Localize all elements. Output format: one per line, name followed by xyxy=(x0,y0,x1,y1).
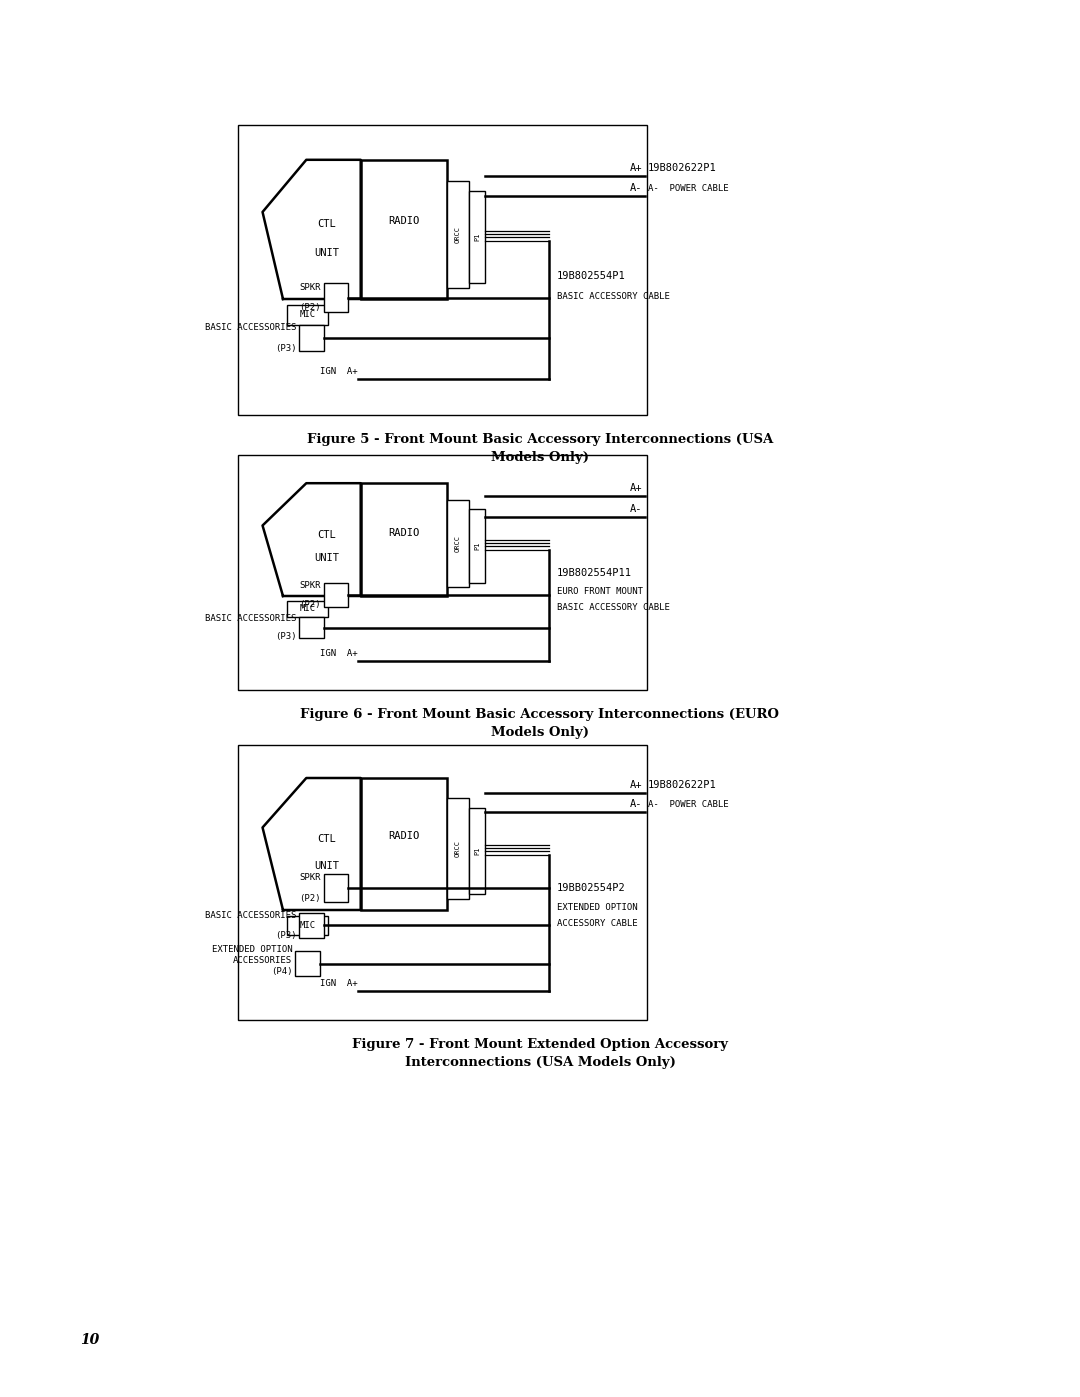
Text: MIC: MIC xyxy=(299,921,315,929)
Text: RADIO: RADIO xyxy=(388,831,419,841)
Text: A+: A+ xyxy=(630,483,642,493)
Text: BASIC ACCESSORIES: BASIC ACCESSORIES xyxy=(205,911,296,919)
Text: BASIC ACCESSORY CABLE: BASIC ACCESSORY CABLE xyxy=(557,604,670,612)
Text: A-: A- xyxy=(630,183,642,193)
Bar xyxy=(324,284,349,312)
Text: (P2): (P2) xyxy=(299,599,321,609)
Text: P1: P1 xyxy=(474,542,481,550)
Text: Figure 5 - Front Mount Basic Accessory Interconnections (USA: Figure 5 - Front Mount Basic Accessory I… xyxy=(307,433,773,446)
Text: MIC: MIC xyxy=(299,310,315,320)
Text: BASIC ACCESSORY CABLE: BASIC ACCESSORY CABLE xyxy=(557,292,670,300)
Text: (P4): (P4) xyxy=(271,967,293,977)
Bar xyxy=(287,601,328,617)
Text: 19B802622P1: 19B802622P1 xyxy=(648,162,717,173)
Text: A+: A+ xyxy=(630,162,642,173)
Bar xyxy=(469,191,485,282)
Bar xyxy=(447,798,469,900)
Text: A-: A- xyxy=(630,504,642,514)
Bar xyxy=(299,617,324,638)
Text: Interconnections (USA Models Only): Interconnections (USA Models Only) xyxy=(405,1056,675,1069)
Bar xyxy=(238,124,647,415)
Text: A-  POWER CABLE: A- POWER CABLE xyxy=(648,800,729,809)
Bar xyxy=(295,951,320,977)
Bar xyxy=(447,500,469,587)
Bar xyxy=(324,583,349,606)
Text: (P3): (P3) xyxy=(274,930,296,940)
Text: RADIO: RADIO xyxy=(388,528,419,538)
Text: UNIT: UNIT xyxy=(314,553,339,563)
Text: IGN  A+: IGN A+ xyxy=(320,648,357,658)
Text: A-: A- xyxy=(630,799,642,809)
Bar xyxy=(287,915,328,935)
Text: CTL: CTL xyxy=(318,834,336,844)
Text: SPKR: SPKR xyxy=(299,873,321,883)
Bar xyxy=(287,305,328,326)
Text: SPKR: SPKR xyxy=(299,581,321,590)
Text: Figure 7 - Front Mount Extended Option Accessory: Figure 7 - Front Mount Extended Option A… xyxy=(352,1038,728,1051)
Bar xyxy=(469,807,485,894)
Text: BASIC ACCESSORIES: BASIC ACCESSORIES xyxy=(205,615,296,623)
Text: RADIO: RADIO xyxy=(388,215,419,226)
Text: ORCC: ORCC xyxy=(455,535,461,552)
Text: P1: P1 xyxy=(474,847,481,855)
Text: CTL: CTL xyxy=(318,218,336,229)
Bar xyxy=(361,159,447,299)
Text: EXTENDED OPTION: EXTENDED OPTION xyxy=(557,902,637,912)
Text: SPKR: SPKR xyxy=(299,282,321,292)
Text: BASIC ACCESSORIES: BASIC ACCESSORIES xyxy=(205,323,296,332)
Text: A-  POWER CABLE: A- POWER CABLE xyxy=(648,184,729,193)
Text: Models Only): Models Only) xyxy=(491,451,589,464)
Text: ORCC: ORCC xyxy=(455,840,461,858)
Text: UNIT: UNIT xyxy=(314,861,339,870)
Text: 19BB02554P2: 19BB02554P2 xyxy=(557,883,625,893)
Text: ORCC: ORCC xyxy=(455,226,461,243)
Text: P1: P1 xyxy=(474,233,481,242)
Text: (P3): (P3) xyxy=(274,344,296,353)
Text: UNIT: UNIT xyxy=(314,247,339,257)
Text: IGN  A+: IGN A+ xyxy=(320,367,357,376)
Text: IGN  A+: IGN A+ xyxy=(320,979,357,988)
Text: Figure 6 - Front Mount Basic Accessory Interconnections (EURO: Figure 6 - Front Mount Basic Accessory I… xyxy=(300,708,780,721)
Text: MIC: MIC xyxy=(299,605,315,613)
Bar xyxy=(299,912,324,937)
Text: 19B802554P11: 19B802554P11 xyxy=(557,567,632,577)
Bar xyxy=(469,509,485,583)
Text: (P2): (P2) xyxy=(299,894,321,902)
Bar xyxy=(238,745,647,1020)
Text: (P3): (P3) xyxy=(274,633,296,641)
Bar xyxy=(299,326,324,351)
Text: 19B802622P1: 19B802622P1 xyxy=(648,780,717,791)
Text: EURO FRONT MOUNT: EURO FRONT MOUNT xyxy=(557,587,643,595)
Bar xyxy=(324,875,349,901)
Text: 10: 10 xyxy=(80,1333,99,1347)
Bar xyxy=(361,778,447,909)
Text: A+: A+ xyxy=(630,780,642,791)
Bar xyxy=(238,455,647,690)
Text: 19B802554P1: 19B802554P1 xyxy=(557,271,625,281)
Bar xyxy=(361,483,447,597)
Text: EXTENDED OPTION: EXTENDED OPTION xyxy=(212,944,293,954)
Text: CTL: CTL xyxy=(318,529,336,539)
Text: ACCESSORY CABLE: ACCESSORY CABLE xyxy=(557,919,637,928)
Text: (P2): (P2) xyxy=(299,303,321,313)
Text: Models Only): Models Only) xyxy=(491,726,589,739)
Text: ACCESSORIES: ACCESSORIES xyxy=(233,956,293,965)
Bar xyxy=(447,180,469,288)
